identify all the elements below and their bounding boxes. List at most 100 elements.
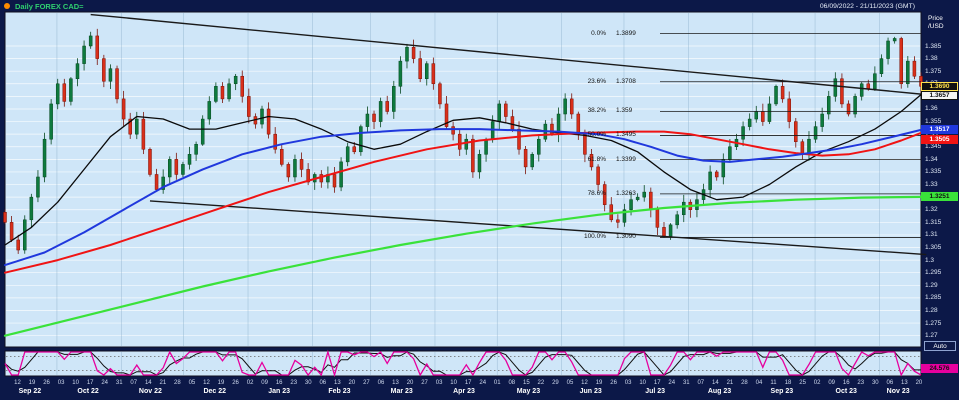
time-axis-month-label: Oct 23: [835, 388, 857, 395]
time-axis-week-tick: 11: [770, 380, 777, 386]
time-axis-week-tick: 28: [174, 380, 181, 386]
price-axis-tick: 1.295: [925, 269, 942, 277]
time-axis-week-tick: 22: [537, 380, 545, 386]
auto-scale-button[interactable]: Auto: [924, 341, 956, 351]
price-axis-tick: 1.335: [925, 168, 942, 176]
fib-pct: 23.6%: [587, 77, 606, 85]
fib-pct: 61.8%: [587, 155, 606, 163]
fib-price: 1.3495: [616, 131, 636, 139]
time-axis-week-tick: 21: [726, 380, 734, 386]
time-axis-week-tick: 03: [624, 380, 632, 386]
time-axis-month-label: Jan 23: [268, 388, 291, 395]
time-axis-week-tick: 12: [203, 380, 210, 386]
time-axis-week-tick: 02: [246, 380, 254, 386]
fib-price: 1.3399: [616, 155, 636, 163]
price-axis-tick: 1.31: [925, 231, 938, 239]
time-axis-week-tick: 26: [232, 380, 239, 386]
time-axis-week-tick: 20: [915, 380, 923, 386]
time-axis-week-tick: 12: [581, 380, 588, 386]
time-axis-month-label: Oct 22: [77, 388, 99, 395]
price-axis-title-line2: /USD: [928, 23, 944, 30]
time-axis-week-tick: 21: [159, 380, 167, 386]
time-axis-month-label: Feb 23: [328, 388, 351, 395]
price-axis-tick: 1.315: [925, 218, 942, 226]
fib-pct: 0.0%: [591, 29, 606, 37]
logo-icon: [4, 3, 10, 9]
moving-averages-layer: [3, 93, 923, 337]
time-axis-week-tick: 20: [406, 380, 414, 386]
price-axis-title: Price /USD: [928, 15, 944, 31]
time-axis-week-tick: 13: [333, 380, 341, 386]
time-axis-week-tick: 23: [857, 380, 865, 386]
time-axis-week-tick: 19: [217, 380, 225, 386]
fib-pct: 38.2%: [587, 107, 606, 115]
time-axis-week-tick: 17: [464, 380, 472, 386]
time-axis-week-tick: 14: [712, 380, 719, 386]
price-axis-tick: 1.385: [925, 42, 942, 50]
time-axis-week-tick: 18: [784, 380, 792, 386]
price-badge: 1.3657: [921, 91, 958, 101]
chart-title: Daily FOREX CAD=: [15, 1, 84, 11]
ma-green: [3, 195, 923, 337]
oscillator-value-badge: 24.576: [921, 364, 958, 374]
fib-level-label: 0.0% 1.3899: [570, 30, 658, 38]
oscillator-fast-line: [4, 349, 922, 378]
fib-level-label: 50.0% 1.3495: [570, 131, 658, 139]
time-axis-week-tick: 08: [508, 380, 516, 386]
price-axis-tick: 1.305: [925, 244, 942, 251]
time-axis-week-tick: 14: [144, 380, 152, 386]
time-axis-week-tick: 07: [130, 380, 138, 386]
time-axis-week-tick: 20: [348, 380, 356, 386]
ma-red: [4, 130, 922, 274]
time-axis-week-tick: 02: [813, 380, 821, 386]
ma-black: [4, 93, 922, 246]
price-badge: 1.3505: [921, 134, 958, 144]
price-badge: 1.3517: [921, 125, 958, 135]
price-axis-tick: 1.36: [925, 105, 938, 113]
time-axis-month-label: Apr 23: [453, 388, 475, 395]
time-axis-week-tick: 24: [479, 380, 487, 386]
time-axis-week-tick: 25: [799, 380, 806, 386]
time-axis-month-label: Dec 22: [203, 388, 227, 395]
time-axis-week-tick: 16: [842, 380, 850, 386]
price-axis-tick: 1.355: [925, 118, 942, 126]
chart-header: Daily FOREX CAD= 06/09/2022 - 21/11/2023…: [0, 0, 959, 12]
time-axis-week-tick: 03: [57, 380, 65, 386]
price-axis-tick: 1.34: [925, 155, 938, 163]
time-axis-week-tick: 27: [421, 380, 428, 386]
fib-price: 1.359: [616, 107, 633, 115]
price-axis-tick: 1.28: [925, 306, 938, 314]
fib-pct: 100.0%: [583, 233, 606, 241]
time-axis-week-tick: 07: [697, 380, 705, 386]
time-axis-week-tick: 04: [755, 380, 763, 386]
fib-price: 1.3708: [616, 77, 636, 85]
time-axis-month-label: Sep 22: [18, 388, 42, 395]
time-axis-week-tick: 03: [435, 380, 443, 386]
time-axis-week-tick: 27: [363, 380, 370, 386]
time-axis-week-tick: 30: [304, 380, 312, 386]
price-badge: 1.3690: [921, 81, 958, 91]
time-axis-week-tick: 29: [552, 380, 559, 386]
time-axis-month-label: Sep 23: [770, 388, 794, 395]
fib-price: 1.3263: [616, 189, 636, 197]
chart-period: 06/09/2022 - 21/11/2023 (GMT): [819, 2, 915, 10]
time-axis-month-label: May 23: [516, 388, 541, 395]
trendlines-layer: [90, 13, 927, 256]
price-axis-tick: 1.375: [925, 67, 942, 75]
time-axis-week-tick: 13: [392, 380, 399, 386]
time-axis-week-tick: 31: [115, 380, 123, 386]
time-axis-month-label: Mar 23: [390, 388, 413, 395]
time-axis-week-tick: 01: [493, 380, 501, 386]
fib-level-label: 61.8% 1.3399: [570, 156, 658, 164]
time-axis-month-label: Jul 23: [645, 388, 666, 395]
time-axis-week-tick: 17: [86, 380, 94, 386]
time-axis-week-tick: 06: [377, 380, 385, 386]
time-axis-week-tick: 28: [741, 380, 748, 386]
time-axis-week-tick: 26: [43, 380, 50, 386]
price-axis-tick: 1.275: [925, 319, 942, 327]
time-axis-week-tick: 24: [101, 380, 109, 386]
price-axis-tick: 1.33: [925, 181, 938, 189]
time-axis-week-tick: 10: [450, 380, 457, 386]
